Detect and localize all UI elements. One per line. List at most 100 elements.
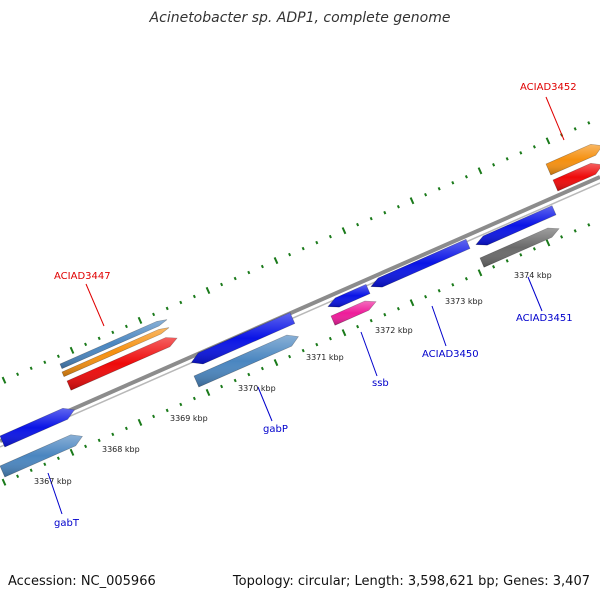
minor-tick xyxy=(573,127,577,131)
major-tick xyxy=(341,329,347,337)
minor-tick xyxy=(505,157,509,161)
major-tick xyxy=(205,388,211,397)
minor-tick xyxy=(519,253,523,257)
minor-tick xyxy=(519,151,523,155)
scale-label-3369: 3369 kbp xyxy=(170,414,208,423)
major-tick xyxy=(137,316,143,324)
minor-tick xyxy=(328,234,332,239)
minor-tick xyxy=(233,378,237,383)
major-tick xyxy=(477,269,483,277)
backbone-line-inner xyxy=(0,182,600,448)
minor-tick xyxy=(260,264,264,269)
minor-tick xyxy=(165,306,169,311)
minor-tick xyxy=(369,216,373,221)
minor-tick xyxy=(315,240,319,245)
minor-tick xyxy=(451,181,455,185)
major-tick xyxy=(137,418,143,426)
gene-label-aciad3452[interactable]: ACIAD3452 xyxy=(520,82,577,93)
labels: 3367 kbp 3368 kbp 3369 kbp 3370 kbp 3371… xyxy=(34,82,577,529)
major-tick xyxy=(1,478,7,486)
minor-tick xyxy=(532,145,536,149)
gene-blue-gabp-shade xyxy=(191,312,295,364)
minor-tick xyxy=(247,372,251,377)
minor-tick xyxy=(124,426,128,431)
major-tick xyxy=(273,359,279,367)
leader-gabp xyxy=(257,386,273,422)
gene-red-right-shade xyxy=(553,163,600,191)
minor-tick xyxy=(16,474,20,479)
major-tick xyxy=(545,137,551,145)
minor-tick xyxy=(97,438,101,443)
minor-tick xyxy=(301,348,305,353)
minor-tick xyxy=(111,330,115,335)
minor-tick xyxy=(424,294,428,299)
minor-tick xyxy=(464,175,468,179)
minor-tick xyxy=(233,276,237,281)
gene-blue-aciad3450-shade xyxy=(371,239,470,288)
minor-tick xyxy=(43,462,47,467)
gene-label-aciad3450[interactable]: ACIAD3450 xyxy=(422,349,479,360)
minor-tick xyxy=(587,121,591,125)
minor-tick xyxy=(84,342,88,347)
leader-aciad3447 xyxy=(85,283,105,327)
major-tick xyxy=(69,448,75,456)
gene-label-aciad3451[interactable]: ACIAD3451 xyxy=(516,313,573,324)
major-tick xyxy=(205,286,211,295)
gene-orange-upper-shade xyxy=(62,327,169,377)
minor-tick xyxy=(165,408,169,413)
minor-tick xyxy=(111,432,115,437)
gene-label-gabp[interactable]: gabP xyxy=(263,424,288,435)
scale-label-3373: 3373 kbp xyxy=(445,297,483,306)
minor-tick xyxy=(152,414,156,419)
gene-red-aciad3447-shade xyxy=(67,337,177,391)
inner-tick-track xyxy=(1,223,591,486)
scale-label-3367: 3367 kbp xyxy=(34,477,72,486)
minor-tick xyxy=(492,265,496,269)
gene-steel-gabp-lower-shade xyxy=(194,335,299,387)
gene-blue-left-shade xyxy=(0,408,75,447)
minor-tick xyxy=(247,270,251,275)
gene-blue-aciad3451-shade xyxy=(476,205,556,246)
gene-orange-aciad3452-shade xyxy=(546,144,600,175)
minor-tick xyxy=(179,300,183,305)
map-title: Acinetobacter sp. ADP1, complete genome xyxy=(149,10,451,26)
label-leader-lines xyxy=(47,96,565,515)
leader-aciad3452 xyxy=(545,96,565,141)
minor-tick xyxy=(260,366,264,371)
gene-pink-ssb-shade xyxy=(331,301,376,326)
genome-summary-text: Topology: circular; Length: 3,598,621 bp… xyxy=(232,574,590,589)
gene-label-ssb[interactable]: ssb xyxy=(372,378,389,389)
minor-tick xyxy=(369,318,373,323)
minor-tick xyxy=(315,342,319,347)
backbone-line-outer xyxy=(0,175,600,443)
minor-tick xyxy=(301,246,305,251)
gene-steel-upper-shade xyxy=(60,319,167,369)
minor-tick xyxy=(179,402,183,407)
major-tick xyxy=(409,299,415,307)
gene-steel-gabt-shade xyxy=(0,434,83,477)
minor-tick xyxy=(152,312,156,317)
gene-features xyxy=(0,143,600,478)
minor-tick xyxy=(220,282,224,287)
gene-label-gabt[interactable]: gabT xyxy=(54,518,80,529)
minor-tick xyxy=(451,283,455,287)
minor-tick xyxy=(573,229,577,233)
minor-tick xyxy=(29,366,33,371)
minor-tick xyxy=(220,384,224,389)
leader-gabt xyxy=(47,472,63,515)
minor-tick xyxy=(124,324,128,329)
minor-tick xyxy=(396,306,400,311)
minor-tick xyxy=(356,222,360,227)
minor-tick xyxy=(192,294,196,299)
minor-tick xyxy=(396,204,400,209)
scale-label-3372: 3372 kbp xyxy=(375,326,413,335)
minor-tick xyxy=(97,336,101,341)
gene-blue-ssb-shade xyxy=(328,284,370,308)
gene-label-aciad3447[interactable]: ACIAD3447 xyxy=(54,271,111,282)
major-tick xyxy=(477,167,483,175)
minor-tick xyxy=(532,247,536,251)
minor-tick xyxy=(288,252,292,257)
scale-label-3370: 3370 kbp xyxy=(238,384,276,393)
major-tick xyxy=(341,227,347,235)
